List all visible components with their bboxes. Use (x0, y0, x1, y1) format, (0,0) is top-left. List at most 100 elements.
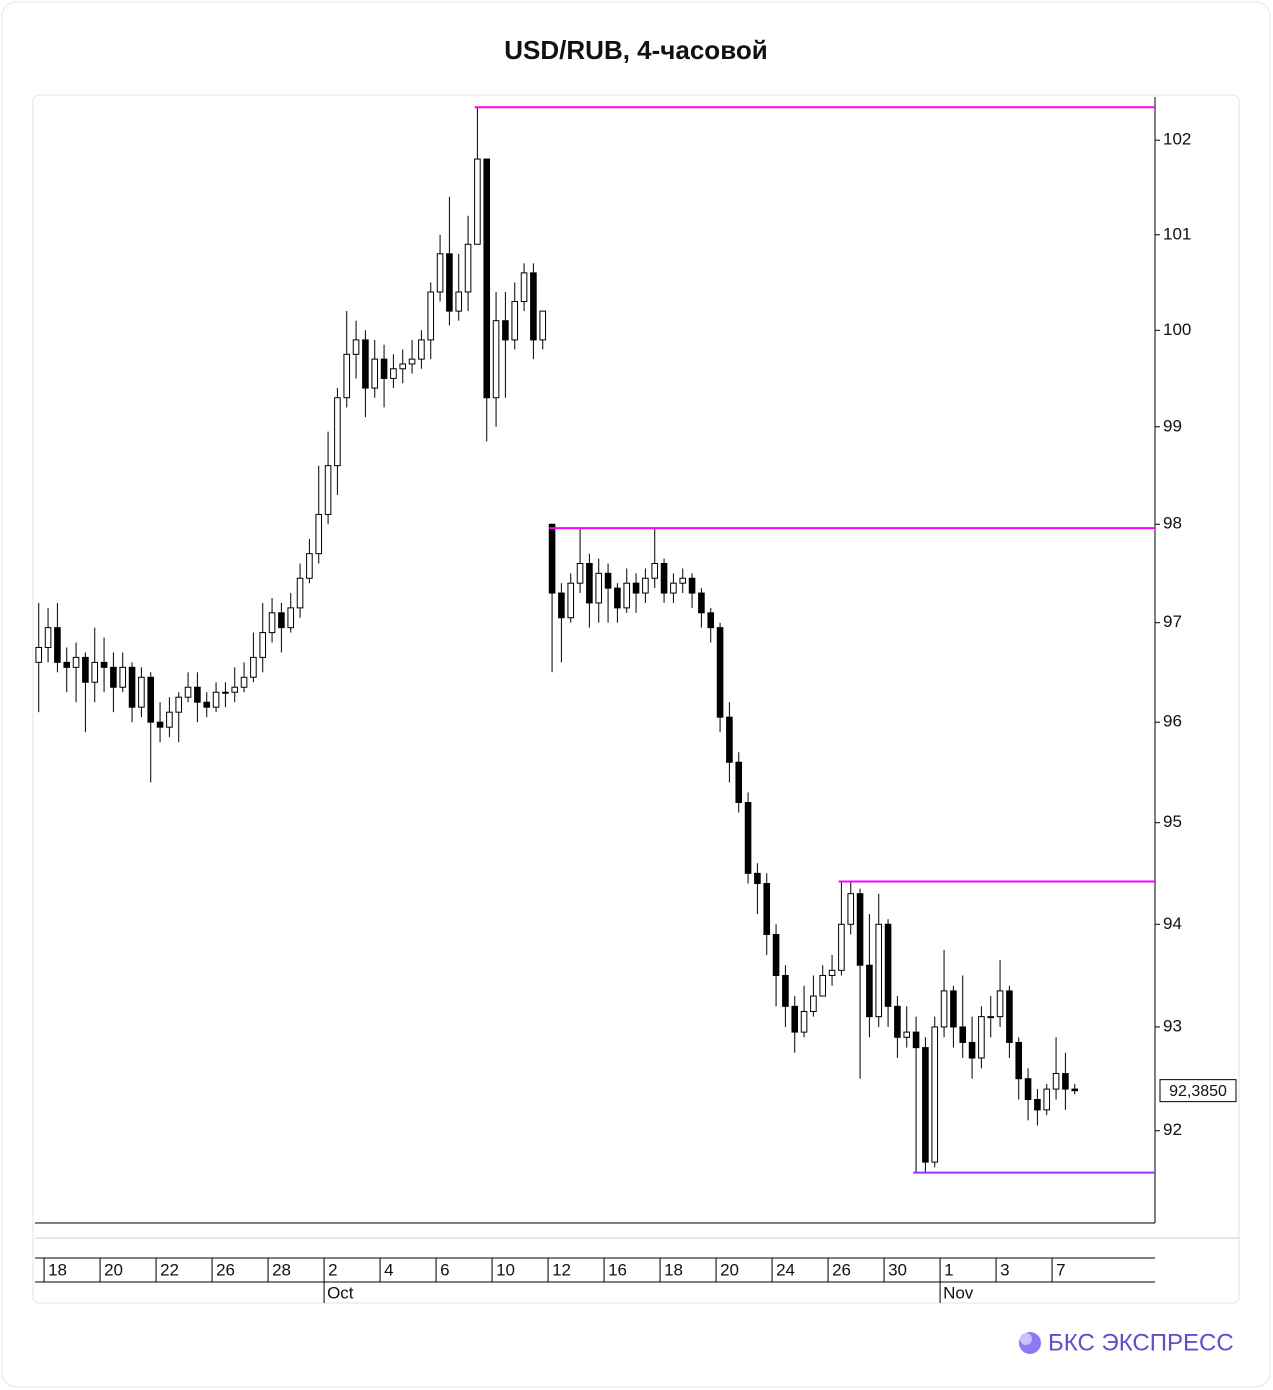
x-tick-label: 26 (216, 1260, 235, 1279)
candle-body (679, 577, 687, 584)
x-tick-label: 24 (776, 1260, 795, 1279)
candle-body (91, 661, 99, 683)
candle-body (175, 696, 183, 713)
candle-body (800, 1010, 808, 1033)
candle-body (334, 397, 341, 467)
chart-panel (32, 94, 1240, 1304)
candle-body (54, 627, 61, 663)
candle-body (539, 310, 547, 341)
candle-body (240, 676, 248, 688)
candle-body (455, 291, 463, 312)
candle-body (296, 577, 304, 609)
candle-body (278, 612, 285, 629)
candle-body (250, 656, 257, 678)
candle-body (726, 716, 733, 763)
candle-body (128, 666, 136, 708)
candle-body (772, 933, 780, 976)
candle-body (735, 761, 743, 804)
candle-body (623, 582, 631, 609)
candle-body (670, 582, 677, 594)
candle-body (362, 339, 369, 389)
y-tick-label: 101 (1163, 224, 1191, 243)
candle-body (352, 339, 360, 355)
x-tick-label: 6 (440, 1260, 449, 1279)
x-tick-label: 20 (104, 1260, 123, 1279)
candle-body (847, 893, 855, 925)
candle-body (567, 582, 575, 619)
candle-body (184, 686, 192, 698)
candle-body (194, 686, 201, 703)
y-tick-label: 102 (1163, 130, 1191, 149)
candle-body (343, 353, 351, 399)
candle-body (1015, 1041, 1023, 1080)
last-price-box (1159, 1079, 1237, 1103)
candle-body (306, 553, 313, 579)
candle-body (604, 572, 612, 589)
candle-body (231, 686, 239, 693)
candle-body (268, 612, 276, 634)
month-label: Nov (943, 1283, 974, 1302)
candle-body (324, 465, 332, 515)
candle-body (558, 592, 565, 619)
x-tick-label: 4 (384, 1260, 393, 1279)
candle-body (1034, 1098, 1041, 1111)
candle-body (212, 691, 220, 708)
candle-body (782, 974, 789, 1007)
candle-body (474, 158, 481, 245)
last-price-label: 92,3850 (1169, 1083, 1227, 1100)
candle-body (548, 523, 556, 594)
candle-body (72, 656, 80, 668)
candle-body (483, 158, 491, 399)
candle-body (502, 320, 509, 341)
candle-body (763, 883, 771, 935)
candle-body (203, 701, 211, 708)
candle-body (530, 272, 537, 341)
x-tick-label: 16 (608, 1260, 627, 1279)
y-tick-label: 100 (1163, 320, 1191, 339)
candle-body (399, 363, 407, 370)
candle-body (408, 358, 416, 365)
candle-body (698, 592, 705, 614)
candle-body (595, 572, 603, 604)
x-tick-label: 3 (1000, 1260, 1009, 1279)
y-tick-label: 92 (1163, 1120, 1182, 1139)
x-tick-label: 26 (832, 1260, 851, 1279)
candle-body (978, 1016, 985, 1059)
candle-body (138, 676, 145, 708)
x-tick-label: 10 (496, 1260, 515, 1279)
candle-body (922, 1047, 929, 1163)
x-tick-label: 22 (160, 1260, 179, 1279)
x-tick-label: 30 (888, 1260, 907, 1279)
candle-body (147, 676, 155, 723)
candle-body (586, 562, 593, 604)
candle-body (754, 872, 761, 885)
candle-body (520, 272, 528, 303)
candle-body (110, 666, 117, 688)
candle-body (380, 358, 388, 379)
candle-body (828, 969, 836, 976)
x-tick-label: 18 (48, 1260, 67, 1279)
candle-body (446, 253, 453, 312)
candle-body (959, 1026, 967, 1043)
candle-body (903, 1031, 911, 1038)
candle-body (63, 661, 71, 668)
x-tick-label: 18 (664, 1260, 683, 1279)
candle-body (810, 995, 817, 1012)
candle-body (1071, 1088, 1079, 1092)
candle-body (1006, 990, 1013, 1043)
candle-body (894, 1005, 901, 1038)
candle-body (940, 990, 948, 1028)
candle-body (931, 1026, 939, 1163)
x-tick-label: 28 (272, 1260, 291, 1279)
candle-body (651, 562, 659, 579)
candle-body (968, 1041, 976, 1059)
candle-body (819, 974, 827, 997)
candle-body (222, 691, 229, 694)
candle-body (912, 1031, 920, 1049)
candle-body (166, 711, 173, 728)
candle-body (856, 893, 864, 966)
candle-body (987, 1016, 995, 1019)
y-tick-label: 93 (1163, 1016, 1182, 1035)
candle-body (427, 291, 435, 341)
